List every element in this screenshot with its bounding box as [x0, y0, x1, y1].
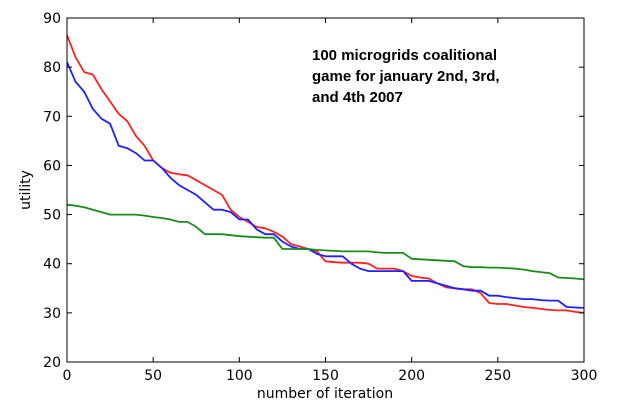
chart-annotation: 100 microgrids coalitional game for janu… — [312, 45, 562, 108]
y-tick-label: 20 — [43, 355, 61, 371]
y-tick-label: 80 — [43, 60, 61, 76]
annotation-line: 100 microgrids coalitional — [312, 47, 498, 64]
y-tick-label: 50 — [43, 208, 61, 224]
x-tick-label: 150 — [312, 368, 339, 384]
x-axis-label: number of iteration — [257, 386, 393, 402]
y-tick-label: 40 — [43, 257, 61, 273]
annotation-line: and 4th 2007 — [312, 89, 403, 106]
series-green-line — [66, 203, 585, 281]
x-tick-label: 250 — [484, 368, 511, 384]
series-layer — [66, 34, 585, 314]
x-tick-label: 0 — [63, 368, 72, 384]
y-tick-label: 60 — [43, 158, 61, 174]
y-tick-label: 70 — [43, 109, 61, 125]
x-tick-label: 50 — [144, 368, 162, 384]
y-tick-label: 30 — [43, 306, 61, 322]
annotation-line: game for january 2nd, 3rd, — [312, 68, 500, 85]
y-tick-label: 90 — [43, 11, 61, 27]
x-tick-label: 100 — [226, 368, 253, 384]
x-tick-label: 200 — [398, 368, 425, 384]
y-axis-label: utility — [18, 170, 34, 210]
ticks-layer: 0 50 100 150 200 250 300 20 30 40 50 60 70 80 90 — [43, 11, 597, 384]
x-tick-label: 300 — [571, 368, 598, 384]
series-blue-line — [66, 61, 585, 309]
